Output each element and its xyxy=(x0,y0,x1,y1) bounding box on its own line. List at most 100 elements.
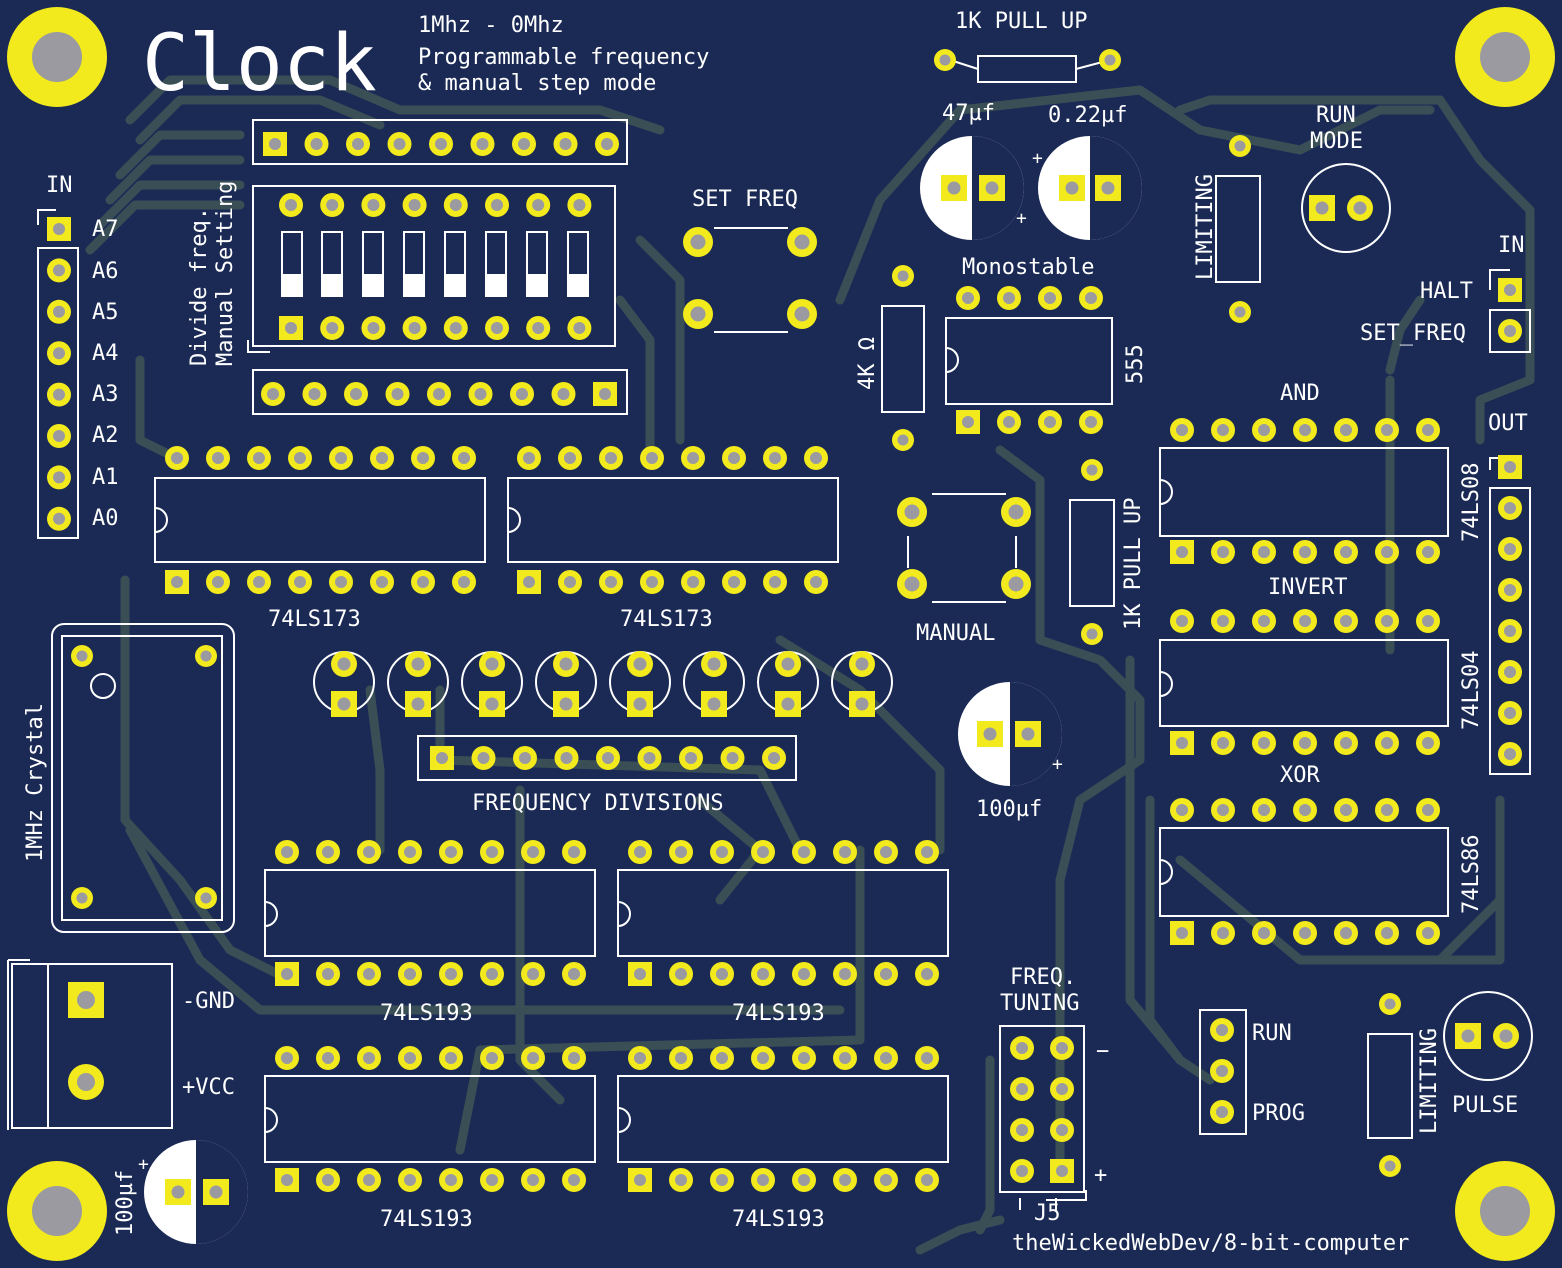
chip-pad xyxy=(681,570,705,594)
chip-pad xyxy=(1334,798,1358,822)
chip-pad xyxy=(874,962,898,986)
terminal-block-outline xyxy=(11,963,173,1129)
monostable-label: Monostable xyxy=(962,255,1094,280)
chip-pad xyxy=(1334,540,1358,564)
set-freq-header-outline xyxy=(1489,309,1531,353)
chip-pad xyxy=(398,1046,422,1070)
chip-pad xyxy=(206,446,230,470)
pullup-top-label: 1K PULL UP xyxy=(955,9,1087,34)
capacitor-47uf xyxy=(920,136,1024,240)
chip-pad xyxy=(206,570,230,594)
led-pad xyxy=(701,651,727,677)
board-subtitle-mode: & manual step mode xyxy=(418,71,656,96)
header-pad xyxy=(427,382,451,406)
chip-invert-label: 74LS04 xyxy=(1459,651,1484,730)
chip-outline-555 xyxy=(945,317,1113,405)
header-pad xyxy=(468,382,493,406)
chip-pad xyxy=(411,570,435,594)
chip-pad xyxy=(1293,731,1317,755)
chip-pad xyxy=(1334,921,1358,945)
led-pad xyxy=(479,651,505,677)
chip-pad xyxy=(722,446,746,470)
dip-pad xyxy=(361,316,386,340)
credit-label: theWickedWebDev/8-bit-computer xyxy=(1012,1231,1409,1256)
header-pad xyxy=(513,746,537,770)
chip-pad xyxy=(751,1168,775,1192)
out-header-pad xyxy=(1498,537,1522,561)
led-pad xyxy=(627,691,653,717)
resistor-pullup-mid xyxy=(1069,499,1115,607)
run-mode-label-1: RUN xyxy=(1316,103,1356,128)
silkscreen-text: Clock 1Mhz - 0Mhz Programmable frequency… xyxy=(23,9,1528,1256)
limiting-top-label: LIMITING xyxy=(1193,174,1218,280)
chip-pad xyxy=(439,1168,463,1192)
button-pad xyxy=(787,227,817,257)
chip-pad xyxy=(1170,540,1194,564)
chip-pad xyxy=(640,570,664,594)
dip-label-1: Divide freq. xyxy=(187,207,212,366)
dip-pad xyxy=(320,316,345,340)
resistor-pad xyxy=(1081,623,1103,645)
freq-tuning-header-outline xyxy=(999,1025,1085,1193)
chip-pad xyxy=(710,962,734,986)
header-pad xyxy=(346,132,370,156)
chip-pad xyxy=(562,962,586,986)
chip-pad xyxy=(1375,731,1399,755)
dip-pad xyxy=(443,316,468,340)
header-pad xyxy=(304,132,329,156)
button-pad xyxy=(683,227,713,257)
crystal-pad xyxy=(195,887,217,909)
invert-label: INVERT xyxy=(1268,575,1347,600)
chip-pad xyxy=(1079,410,1103,434)
chip-pad xyxy=(480,840,504,864)
chip-pad xyxy=(521,1046,545,1070)
led-pad xyxy=(405,651,431,677)
chip-pad xyxy=(1416,731,1440,755)
header-pad xyxy=(596,746,620,770)
chip-pad xyxy=(915,840,939,864)
mounting-hole-icon xyxy=(1455,1161,1555,1261)
run-prog-pad xyxy=(1210,1018,1234,1042)
chip-pad xyxy=(915,1046,939,1070)
out-header-pad xyxy=(1498,578,1522,602)
chip-pad xyxy=(1416,418,1440,442)
chip-pad xyxy=(833,1168,857,1192)
chip-pad xyxy=(804,446,828,470)
resistor-pad xyxy=(1229,135,1251,157)
header-pad xyxy=(429,132,453,156)
header-pad xyxy=(510,382,534,406)
in-pin-label: A3 xyxy=(92,382,119,407)
chip-pad xyxy=(710,1168,734,1192)
run-prog-pad xyxy=(1210,1100,1234,1124)
cap-100-bot-label: 100µf xyxy=(113,1170,138,1236)
cap-pad xyxy=(1015,721,1041,747)
cap-pad xyxy=(1059,175,1085,201)
chip-pad xyxy=(1211,609,1235,633)
tuning-header-pad xyxy=(1010,1118,1034,1142)
crystal-label: 1MHz Crystal xyxy=(23,703,48,862)
chip-pad xyxy=(669,962,693,986)
chip-pad xyxy=(517,446,541,470)
chip-pad xyxy=(1293,540,1317,564)
copper-traces xyxy=(85,75,1535,1255)
dip-pad xyxy=(320,193,345,217)
chip-pad xyxy=(833,962,857,986)
led-pulse-outline xyxy=(1443,991,1533,1081)
reg-a-label: 74LS173 xyxy=(268,607,361,632)
led-pad xyxy=(553,691,579,717)
led-pad xyxy=(1309,195,1335,221)
in-left-label: IN xyxy=(46,173,73,198)
in-header-pad xyxy=(47,299,71,324)
resistor-pad xyxy=(1379,993,1401,1015)
out-header-pad xyxy=(1498,660,1522,684)
tuning-header-pad xyxy=(1050,1077,1074,1101)
board-subtitle-range: 1Mhz - 0Mhz xyxy=(418,13,564,38)
chip-pad xyxy=(357,1168,381,1192)
out-header-pad xyxy=(1498,496,1522,520)
header-pad xyxy=(595,132,619,156)
chip-pad xyxy=(165,570,189,594)
chip-pad xyxy=(1416,921,1440,945)
resistor-pad xyxy=(1099,49,1121,71)
chip-pad xyxy=(1170,609,1194,633)
